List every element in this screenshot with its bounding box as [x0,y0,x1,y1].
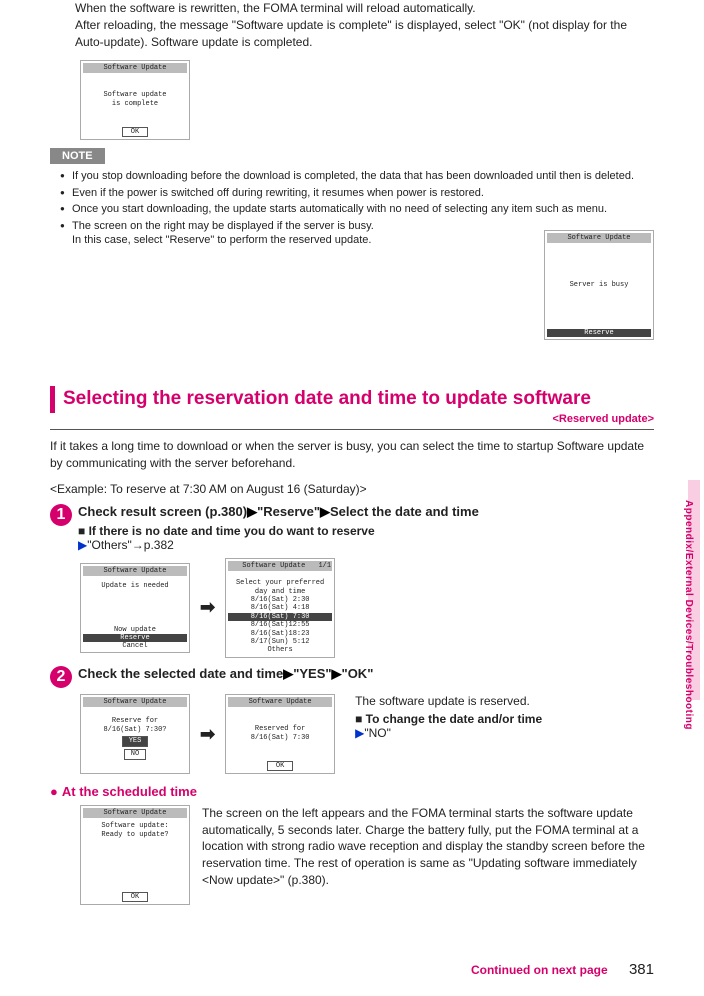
screen-server-body: Server is busy [547,281,651,290]
screen-needed-opt1: Now update [83,626,187,634]
step-2-right2: ■ To change the date and/or time [355,712,654,726]
screen-list-r4: 8/16(Sat)12:55 [228,621,332,629]
screen-needed-title: Software Update [83,566,187,576]
step-1-title-b: "Reserve" [257,504,320,519]
screen-server-title: Software Update [547,233,651,243]
note-3: Once you start downloading, the update s… [60,201,654,218]
screen-list-head2: day and time [228,588,332,596]
screen-complete-title: Software Update [83,63,187,73]
screen-needed-opt2: Reserve [83,634,187,642]
screen-reserved-title: Software Update [228,697,332,707]
intro-line-2: After reloading, the message "Software u… [75,17,654,51]
step-1-num: 1 [50,504,72,526]
screen-ready-title: Software Update [83,808,187,818]
screen-complete-body1: Software update [83,91,187,100]
arrow-1: ➡ [200,597,215,618]
screen-list-r5: 8/16(Sat)18:23 [228,630,332,638]
screen-confirm-body2: 8/16(Sat) 7:30? [83,726,187,735]
step-1-sub: ■ If there is no date and time you do wa… [78,524,654,538]
screen-list-r6: 8/17(Sun) 5:12 [228,638,332,646]
screen-reserved-body2: 8/16(Sat) 7:30 [228,734,332,743]
page-number: 381 [629,961,654,978]
continued-text: Continued on next page [471,963,608,977]
screen-needed: Software Update Update is needed Now upd… [80,563,190,653]
screen-reserved-body1: Reserved for [228,725,332,734]
screen-confirm: Software Update Reserve for 8/16(Sat) 7:… [80,694,190,774]
screen-ready-body1: Software update: [83,822,187,831]
step-2-title-a: Check the selected date and time [78,666,283,681]
screen-list: Software Update 1/1 Select your preferre… [225,558,335,658]
step-1-title-c: Select the date and time [330,504,479,519]
screen-needed-body: Update is needed [83,582,187,591]
screen-list-r2: 8/16(Sat) 4:18 [228,604,332,612]
note-1: If you stop downloading before the downl… [60,168,654,185]
step-2-num: 2 [50,666,72,688]
screen-reserved-ok: OK [267,761,293,771]
step-2-right1: The software update is reserved. [355,694,654,708]
step-2: 2 Check the selected date and time▶"YES"… [50,666,654,688]
note-list: If you stop downloading before the downl… [60,168,654,234]
intro-block: When the software is rewritten, the FOMA… [75,0,654,50]
screen-server-busy: Software Update Server is busy Reserve [544,230,654,340]
screen-list-r1: 8/16(Sat) 2:30 [228,596,332,604]
step-1-title-a: Check result screen (p.380) [78,504,247,519]
screen-confirm-no: NO [124,749,146,760]
section-divider [50,429,654,430]
section-title: Selecting the reservation date and time … [63,388,654,411]
scheduled-text: The screen on the left appears and the F… [202,805,654,905]
screen-ready-body2: Ready to update? [83,831,187,840]
screen-list-title: Software Update 1/1 [228,561,332,571]
screen-reserved: Software Update Reserved for 8/16(Sat) 7… [225,694,335,774]
step-2-right3: "NO" [364,726,391,740]
screen-server-footer: Reserve [547,329,651,337]
screen-list-r7: Others [228,646,332,654]
page-footer: Continued on next page 381 [471,961,654,978]
screen-ready: Software Update Software update: Ready t… [80,805,190,905]
note-2: Even if the power is switched off during… [60,185,654,202]
example-line: <Example: To reserve at 7:30 AM on Augus… [50,482,654,496]
step-2-title-b: "YES" [293,666,331,681]
screen-complete-ok: OK [122,127,148,137]
side-tab-text: Appendix/External Devices/Troubleshootin… [683,500,694,730]
arrow-2: ➡ [200,724,215,745]
screen-list-r3: 8/16(Sat) 7:30 [228,613,332,621]
screen-needed-opt3: Cancel [83,642,187,650]
screen-complete: Software Update Software update is compl… [80,60,190,140]
intro-line-1: When the software is rewritten, the FOMA… [75,0,654,17]
screen-confirm-yes: YES [122,736,149,747]
note-label: NOTE [50,148,105,164]
screen-confirm-title: Software Update [83,697,187,707]
screen-list-head1: Select your preferred [228,579,332,587]
scheduled-heading: At the scheduled time [50,784,654,799]
screen-ready-ok: OK [122,892,148,902]
step-1-title: Check result screen (p.380)▶"Reserve"▶Se… [78,504,654,520]
step-1: 1 Check result screen (p.380)▶"Reserve"▶… [50,504,654,552]
step-1-others: "Others"→p.382 [87,538,174,552]
section-desc: If it takes a long time to download or w… [50,438,654,472]
screen-confirm-body1: Reserve for [83,717,187,726]
screen-complete-body2: is complete [83,100,187,109]
section-subtitle: <Reserved update> [50,413,654,425]
step-2-title: Check the selected date and time▶"YES"▶"… [78,666,654,682]
step-2-title-c: "OK" [342,666,374,681]
